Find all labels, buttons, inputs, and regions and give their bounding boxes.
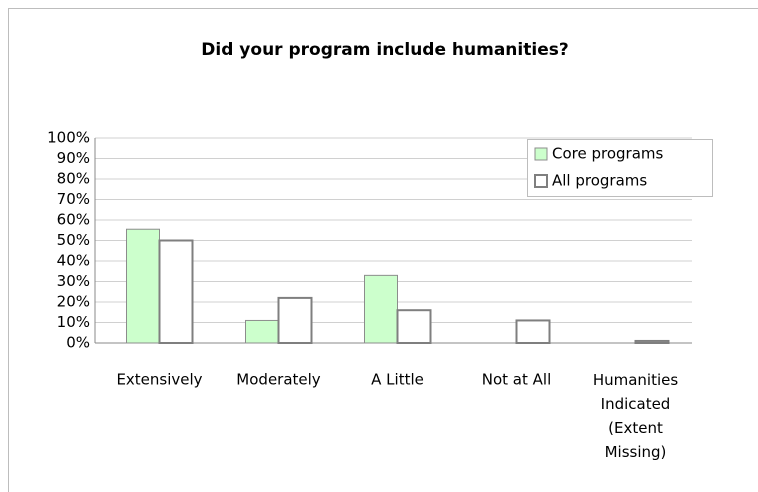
chart-title: Did your program include humanities? xyxy=(201,40,568,60)
y-tick-label: 50% xyxy=(57,231,90,249)
y-tick-label: 30% xyxy=(57,272,90,290)
bar xyxy=(396,309,432,345)
bar xyxy=(515,319,551,345)
y-tick-label: 20% xyxy=(57,293,90,311)
legend-label: Core programs xyxy=(552,145,664,163)
bar xyxy=(364,274,398,344)
bar xyxy=(158,239,194,344)
x-tick-label: A Little xyxy=(371,371,424,389)
x-tick-label: Extensively xyxy=(116,371,202,389)
bar xyxy=(126,228,160,344)
y-tick-label: 0% xyxy=(66,334,90,352)
y-tick-label: 90% xyxy=(57,149,90,167)
y-tick-label: 70% xyxy=(57,190,90,208)
x-tick-label: Moderately xyxy=(236,371,321,389)
bar xyxy=(634,339,670,345)
x-tick-label: Not at All xyxy=(482,371,552,389)
y-tick-label: 100% xyxy=(47,129,90,147)
y-tick-label: 60% xyxy=(57,211,90,229)
legend-swatch xyxy=(534,147,548,161)
legend-swatch xyxy=(534,174,548,188)
x-tick-label: Humanities Indicated (Extent Missing) xyxy=(593,371,679,461)
y-tick-label: 40% xyxy=(57,252,90,270)
legend-label: All programs xyxy=(552,172,647,190)
bar xyxy=(245,319,279,344)
legend-box xyxy=(527,139,713,197)
y-tick-label: 80% xyxy=(57,170,90,188)
y-tick-label: 10% xyxy=(57,313,90,331)
bar xyxy=(277,296,313,344)
